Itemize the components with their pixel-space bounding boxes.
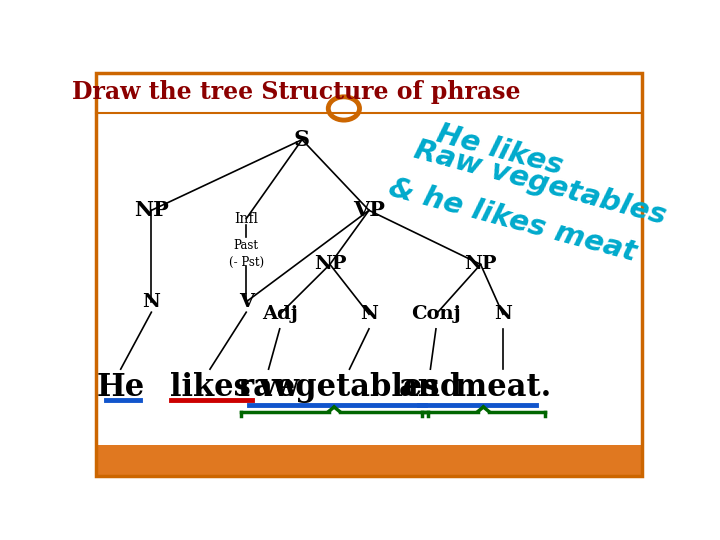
Text: NP: NP xyxy=(464,255,497,273)
Text: Draw the tree Structure of phrase: Draw the tree Structure of phrase xyxy=(72,80,521,104)
Text: He: He xyxy=(96,372,145,402)
Text: Infl: Infl xyxy=(234,212,258,226)
FancyBboxPatch shape xyxy=(96,446,642,476)
Text: Past
(- Pst): Past (- Pst) xyxy=(229,239,264,268)
Text: raw: raw xyxy=(238,372,300,402)
Text: & he likes meat: & he likes meat xyxy=(386,174,639,267)
Text: V: V xyxy=(238,293,254,311)
Text: and: and xyxy=(399,372,462,402)
Text: likes: likes xyxy=(170,372,251,402)
Text: N: N xyxy=(494,305,512,323)
Text: Raw vegetables: Raw vegetables xyxy=(411,136,669,231)
Text: VP: VP xyxy=(353,200,385,220)
Text: meat.: meat. xyxy=(455,372,551,402)
Text: Conj: Conj xyxy=(411,305,461,323)
Text: Adj: Adj xyxy=(262,305,297,323)
Text: He likes: He likes xyxy=(433,120,566,180)
Text: N: N xyxy=(360,305,378,323)
Text: N: N xyxy=(143,293,161,311)
Text: vegetables: vegetables xyxy=(258,372,440,402)
Text: S: S xyxy=(294,129,310,151)
Text: NP: NP xyxy=(134,200,168,220)
Text: NP: NP xyxy=(314,255,346,273)
